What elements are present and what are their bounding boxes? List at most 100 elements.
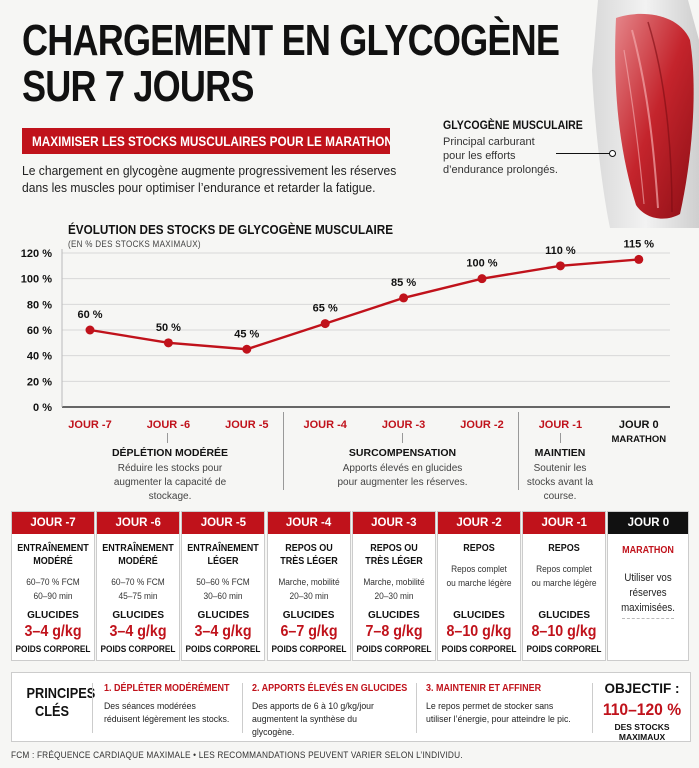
x-tick-label: JOUR -1 xyxy=(539,419,582,431)
objective-value: 110–120 % xyxy=(602,700,682,719)
subtitle-text: MAXIMISER LES STOCKS MUSCULAIRES POUR LE… xyxy=(32,133,390,149)
card-unit: POIDS CORPOREL xyxy=(185,644,261,654)
title-line-1: CHARGEMENT EN GLYCOGÈNE xyxy=(22,16,560,65)
phase-tick xyxy=(402,433,403,443)
divider xyxy=(242,683,243,733)
card-detail: Utiliser vos réserves maximisées. xyxy=(621,572,676,614)
y-tick-label: 80 % xyxy=(27,299,52,311)
x-tick-label: JOUR -3 xyxy=(382,419,425,431)
card-detail: Marche, mobilité 20–30 min xyxy=(363,577,425,602)
data-point xyxy=(320,319,330,329)
divider xyxy=(92,683,93,733)
x-tick-label: JOUR -4 xyxy=(303,419,347,431)
key-principles-panel: PRINCIPES CLÉS 1. DÉPLÉTER MODÉRÉMENT De… xyxy=(11,672,691,742)
muscle-callout-title: GLYCOGÈNE MUSCULAIRE xyxy=(443,118,583,132)
card-glucides-label: GLUCIDES xyxy=(538,610,591,621)
callout-pointer-line xyxy=(556,153,612,154)
phase-title: SURCOMPENSATION xyxy=(348,447,457,459)
phase-tick xyxy=(167,433,168,443)
y-tick-label: 100 % xyxy=(21,274,52,286)
card-glucides-label: GLUCIDES xyxy=(112,610,165,621)
x-tick-label: JOUR -2 xyxy=(460,419,503,431)
x-tick-label: JOUR -5 xyxy=(225,419,268,431)
chart-subtitle: (EN % DES STOCKS MAXIMAUX) xyxy=(68,239,201,249)
objective-label: OBJECTIF : xyxy=(604,681,680,696)
card-day: JOUR -7 xyxy=(12,512,94,534)
card-day: JOUR -1 xyxy=(523,512,606,534)
card-unit: POIDS CORPOREL xyxy=(271,644,347,654)
phase-desc: Apports élevés en glucides pour augmente… xyxy=(337,463,468,488)
phase-divider xyxy=(518,412,519,490)
principle-desc: Des séances modérées réduisent légèremen… xyxy=(104,701,230,725)
title-line-2: SUR 7 JOURS xyxy=(22,62,254,111)
phase-maintenance: MAINTIEN Soutenir les stocks avant la co… xyxy=(520,447,600,504)
objective-note: DES STOCKS MAXIMAUX xyxy=(614,722,670,742)
muscle-callout: GLYCOGÈNE MUSCULAIRE Principal carburant… xyxy=(443,118,593,177)
divider xyxy=(416,683,417,733)
phase-tick xyxy=(560,433,561,443)
card-carb-value: 7–8 g/kg xyxy=(365,623,423,640)
day-card: JOUR -6 ENTRAÎNEMENT MODÉRÉ 60–70 % FCM 45… xyxy=(96,511,181,661)
card-detail: Repos complet ou marche légère xyxy=(531,564,597,589)
card-day: JOUR -4 xyxy=(267,512,350,534)
x-tick-label: JOUR -6 xyxy=(147,419,190,431)
card-carb-value: 3–4 g/kg xyxy=(24,623,82,640)
data-label: 85 % xyxy=(391,277,416,289)
principle-desc: Le repos permet de stocker sans utiliser… xyxy=(426,701,571,725)
data-point xyxy=(85,325,95,335)
card-unit: POIDS CORPOREL xyxy=(526,644,602,654)
card-unit: POIDS CORPOREL xyxy=(100,644,176,654)
data-point xyxy=(477,274,487,284)
card-activity: MARATHON xyxy=(622,545,675,556)
footnote: FCM : FRÉQUENCE CARDIAQUE MAXIMALE • LES… xyxy=(11,750,463,760)
data-label: 110 % xyxy=(545,245,576,257)
card-activity: REPOS xyxy=(548,543,580,554)
card-carb-value: 8–10 g/kg xyxy=(531,623,597,640)
card-carb-value: 3–4 g/kg xyxy=(109,623,167,640)
divider xyxy=(622,618,675,619)
day-card: JOUR -1 REPOS Repos complet ou marche légè… xyxy=(522,511,607,661)
card-activity: REPOS xyxy=(463,543,495,554)
principles-heading: PRINCIPES CLÉS xyxy=(26,685,96,720)
card-detail: 50–60 % FCM 30–60 min xyxy=(196,577,251,602)
card-detail: Marche, mobilité 20–30 min xyxy=(277,577,340,602)
y-tick-label: 0 % xyxy=(33,402,52,414)
day-card-race: JOUR 0 MARATHON Utiliser vos réserves maxi… xyxy=(607,511,690,661)
principle-desc: Des apports de 6 à 10 g/kg/jour augmente… xyxy=(252,701,374,738)
phase-desc: Réduire les stocks pour augmenter la cap… xyxy=(113,463,227,502)
data-point xyxy=(242,344,252,354)
phase-desc: Soutenir les stocks avant la course. xyxy=(526,463,594,502)
card-glucides-label: GLUCIDES xyxy=(197,610,250,621)
card-unit: POIDS CORPOREL xyxy=(356,644,432,654)
x-tick-note: MARATHON xyxy=(611,434,666,445)
x-tick-label: JOUR -7 xyxy=(68,419,111,431)
card-day: JOUR -6 xyxy=(97,512,180,534)
card-detail: 60–70 % FCM 45–75 min xyxy=(111,577,165,602)
principle-item: 2. APPORTS ÉLEVÉS EN GLUCIDES Des apport… xyxy=(252,683,412,738)
thigh-muscle-illustration xyxy=(592,0,699,228)
card-glucides-label: GLUCIDES xyxy=(282,610,335,621)
card-activity: ENTRAÎNEMENT MODÉRÉ xyxy=(17,543,89,567)
card-carb-value: 8–10 g/kg xyxy=(446,623,512,640)
phase-title: DÉPLÉTION MODÉRÉE xyxy=(111,447,229,459)
data-point xyxy=(399,293,409,303)
subtitle-banner: MAXIMISER LES STOCKS MUSCULAIRES POUR LE… xyxy=(22,128,390,154)
principle-item: 1. DÉPLÉTER MODÉRÉMENT Des séances modér… xyxy=(104,683,244,735)
card-activity: ENTRAÎNEMENT MODÉRÉ xyxy=(102,543,174,567)
day-card: JOUR -2 REPOS Repos complet ou marche légè… xyxy=(437,511,521,661)
data-label: 115 % xyxy=(624,240,655,250)
day-card: JOUR -3 REPOS OU TRÈS LÉGER Marche, mobili… xyxy=(351,511,436,661)
card-day: JOUR 0 xyxy=(608,512,689,534)
callout-pointer-dot xyxy=(609,150,616,157)
muscle-callout-desc: Principal carburant pour les efforts d’e… xyxy=(443,136,558,176)
daily-plan-cards: JOUR -7 ENTRAÎNEMENT MODÉRÉ 60–70 % FCM 60… xyxy=(11,511,691,661)
data-point xyxy=(163,338,173,348)
data-label: 45 % xyxy=(234,328,259,340)
series-line xyxy=(89,258,639,351)
card-day: JOUR -5 xyxy=(182,512,265,534)
principle-title: 3. MAINTENIR ET AFFINER xyxy=(426,683,542,694)
glycogen-line-chart: 0 % 20 % 40 % 60 % 80 % 100 % 120 % 60 % 50 % 45 … xyxy=(21,240,670,445)
y-tick-label: 120 % xyxy=(21,248,52,260)
data-point xyxy=(555,261,565,271)
card-unit: POIDS CORPOREL xyxy=(441,644,517,654)
